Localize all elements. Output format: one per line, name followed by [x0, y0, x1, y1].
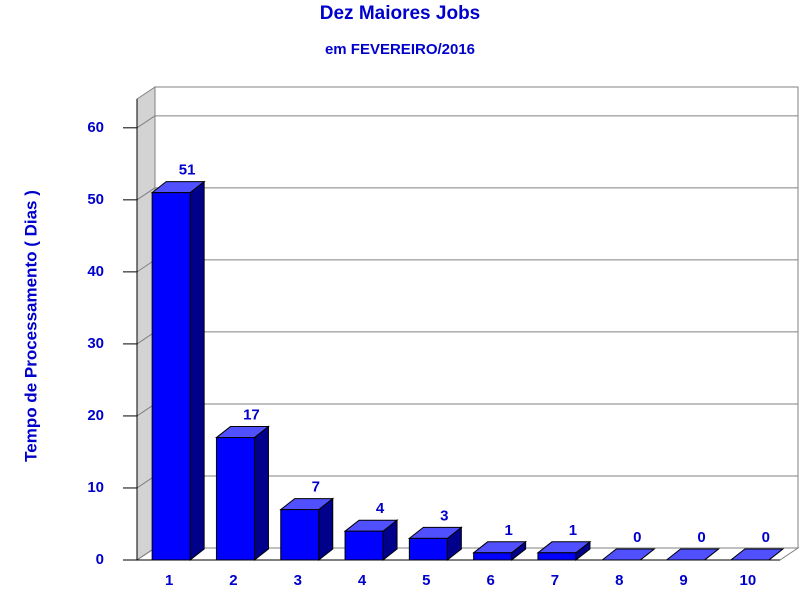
value-label: 17: [243, 407, 260, 424]
x-tick-label: 1: [165, 572, 173, 589]
y-tick-label: 60: [87, 119, 104, 136]
bar: [150, 180, 206, 562]
grid-line: [136, 187, 156, 201]
value-label: 0: [762, 529, 770, 546]
value-label: 7: [312, 479, 320, 496]
bar-front: [344, 530, 384, 561]
x-tick-label: 9: [679, 572, 687, 589]
bar-front: [537, 552, 577, 561]
bar: [343, 519, 399, 562]
bar-top: [729, 548, 785, 561]
bar-front: [280, 509, 320, 561]
value-label: 1: [504, 522, 512, 539]
bar-side: [253, 425, 269, 562]
x-tick-label: 2: [229, 572, 237, 589]
y-tick-label: 40: [87, 263, 104, 280]
bar: [729, 548, 785, 561]
bar-front: [151, 192, 191, 561]
value-label: 1: [569, 522, 577, 539]
value-label: 4: [376, 500, 385, 517]
x-tick-label: 7: [551, 572, 559, 589]
bar-front: [215, 437, 255, 561]
y-tick-label: 20: [87, 407, 104, 424]
bar-front: [473, 552, 513, 561]
bar: [472, 540, 528, 562]
value-label: 0: [633, 529, 641, 546]
y-tick-label: 10: [87, 479, 104, 496]
bar: [536, 540, 592, 562]
bar-front: [408, 537, 448, 561]
bar: [665, 548, 720, 561]
x-tick-label: 6: [486, 572, 494, 589]
value-label: 0: [697, 529, 705, 546]
chart-subtitle: em FEVEREIRO/2016: [325, 41, 475, 58]
bar: [279, 497, 335, 562]
x-tick-label: 3: [294, 572, 302, 589]
chart-title: Dez Maiores Jobs: [320, 3, 481, 24]
bar-top: [665, 548, 720, 561]
value-label: 3: [440, 507, 448, 524]
value-label: 51: [179, 162, 196, 179]
y-tick-label: 0: [96, 551, 104, 568]
x-tick-label: 5: [422, 572, 430, 589]
bar: [215, 425, 270, 562]
bar: [407, 526, 463, 562]
y-tick-label: 50: [87, 191, 104, 208]
bar: [600, 548, 656, 561]
y-axis-label: Tempo de Processamento ( Dias ): [21, 190, 40, 462]
x-tick-label: 4: [358, 572, 367, 589]
x-tick-label: 8: [615, 572, 623, 589]
x-tick-label: 10: [740, 572, 757, 589]
grid-line: [136, 115, 156, 129]
bar-side: [189, 180, 205, 562]
bar-top: [600, 548, 656, 561]
y-tick-label: 30: [87, 335, 104, 352]
